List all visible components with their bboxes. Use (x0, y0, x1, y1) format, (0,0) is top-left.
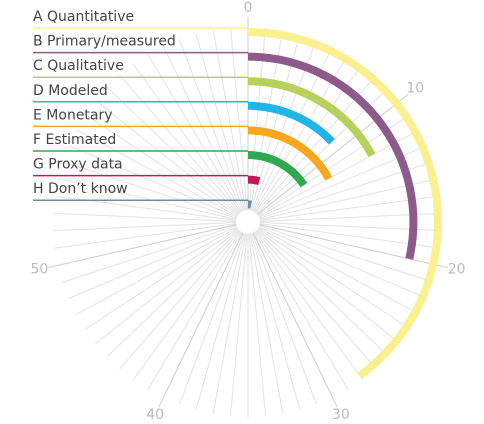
spoke (258, 226, 428, 300)
tick-label: 20 (448, 262, 466, 278)
spoke (256, 229, 390, 358)
spoke (95, 229, 239, 344)
spoke (250, 233, 301, 411)
spoke (54, 223, 237, 249)
bar (247, 151, 308, 188)
spoke (162, 46, 244, 212)
spoke (254, 231, 364, 381)
tick-spoke (48, 224, 237, 269)
spoke (147, 54, 243, 212)
legend-label: B Primary/measured (33, 34, 176, 50)
tick-spoke (158, 232, 244, 407)
spoke (251, 233, 317, 405)
spoke (258, 227, 420, 315)
legend-label: E Monetary (33, 107, 113, 123)
spoke (68, 144, 238, 218)
legend-label: G Proxy data (33, 157, 123, 173)
spoke (62, 161, 237, 219)
bar (247, 175, 261, 186)
spoke (179, 233, 245, 405)
legend-label: H Don’t know (33, 181, 128, 197)
bar (247, 52, 418, 260)
tick-label: 10 (406, 81, 424, 97)
spoke (248, 233, 266, 417)
tick-label: 50 (30, 262, 48, 278)
spoke (257, 228, 412, 330)
spoke (179, 39, 245, 211)
tick-spoke (257, 93, 409, 215)
spoke (62, 225, 237, 283)
spoke (230, 233, 248, 417)
spoke (212, 233, 247, 414)
center (237, 211, 259, 233)
bar (247, 77, 376, 158)
spoke (119, 74, 241, 214)
spoke (230, 27, 248, 211)
spoke (68, 226, 238, 300)
bar (247, 126, 333, 181)
legend-label: A Quantitative (33, 9, 134, 25)
tick-spoke (252, 232, 338, 407)
tick-spoke (259, 224, 448, 269)
spoke (132, 63, 242, 213)
spoke (119, 230, 241, 370)
spoke (195, 233, 246, 411)
spoke (84, 114, 239, 216)
tick-label: 0 (244, 0, 253, 16)
spoke (53, 212, 237, 222)
legend-label: C Qualitative (33, 58, 124, 74)
spoke (253, 232, 349, 390)
bar (247, 101, 335, 145)
tick-label: 30 (332, 407, 350, 423)
spoke (95, 100, 239, 215)
tick-label: 40 (146, 407, 164, 423)
spoke (84, 228, 239, 330)
spoke (57, 178, 237, 220)
spoke (195, 33, 246, 211)
spoke (212, 30, 247, 211)
spoke (76, 227, 238, 315)
spoke (249, 233, 284, 414)
spoke (255, 230, 377, 370)
spoke (53, 222, 237, 232)
spoke (132, 231, 242, 381)
spoke (147, 232, 243, 390)
legend-label: F Estimated (33, 132, 116, 148)
spoke (259, 225, 434, 283)
spoke (106, 229, 240, 358)
spoke (76, 129, 238, 217)
spoke (257, 229, 401, 344)
bar (247, 28, 442, 379)
legend-label: D Modeled (33, 83, 108, 99)
